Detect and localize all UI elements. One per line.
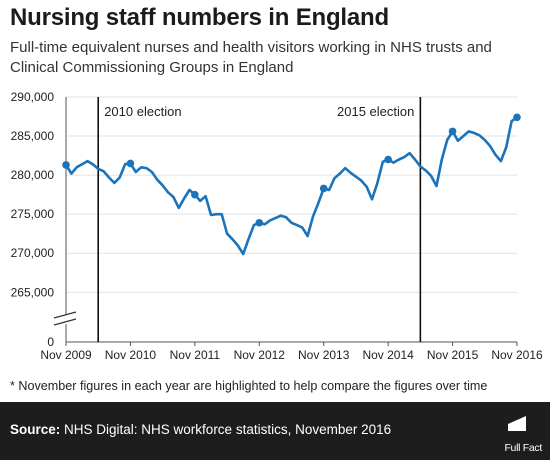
- november-point: [384, 155, 392, 164]
- election-marker-label: 2015 election: [337, 104, 414, 119]
- full-fact-mark-icon: [508, 416, 526, 431]
- november-point: [191, 190, 199, 199]
- footnote: * November figures in each year are high…: [10, 379, 488, 393]
- chart-subtitle: Full-time equivalent nurses and health v…: [10, 39, 492, 76]
- full-fact-logo[interactable]: Full Fact: [494, 414, 542, 454]
- x-tick-label: Nov 2012: [234, 348, 286, 362]
- source-text: NHS Digital: NHS workforce statistics, N…: [64, 422, 392, 437]
- y-tick-label: 280,000: [11, 168, 55, 182]
- x-tick-label: Nov 2016: [491, 348, 543, 362]
- x-tick-label: Nov 2010: [105, 348, 157, 362]
- footer-bar: Source: NHS Digital: NHS workforce stati…: [0, 402, 550, 460]
- y-tick-label: 265,000: [11, 285, 55, 299]
- election-marker-label: 2010 election: [104, 104, 181, 119]
- november-point: [319, 184, 328, 193]
- x-tick-label: Nov 2009: [40, 348, 92, 362]
- axis-break-mark: [53, 318, 77, 326]
- series-line: [64, 115, 519, 256]
- x-tick-label: Nov 2014: [362, 348, 414, 362]
- brand-name: Full Fact: [504, 442, 542, 454]
- november-point: [126, 159, 135, 168]
- x-tick-label: Nov 2013: [298, 348, 350, 362]
- y-tick-label: 275,000: [11, 207, 55, 221]
- x-tick-label: Nov 2015: [427, 348, 479, 362]
- november-point: [448, 127, 457, 136]
- x-tick-label: Nov 2011: [170, 348, 221, 362]
- y-tick-label: 0: [47, 335, 54, 349]
- y-tick-label: 290,000: [11, 90, 55, 104]
- november-point: [255, 218, 264, 227]
- source-line: Source: NHS Digital: NHS workforce stati…: [10, 422, 391, 437]
- source-label: Source:: [10, 422, 61, 437]
- chart-title: Nursing staff numbers in England: [10, 4, 389, 31]
- november-point: [513, 113, 521, 122]
- y-tick-label: 270,000: [11, 246, 55, 260]
- y-tick-label: 285,000: [11, 129, 55, 143]
- line-chart: 0 265,000 270,000 275,000 280,000 285,000 290,…: [11, 90, 543, 362]
- axis-break-mark: [53, 311, 77, 319]
- november-point: [62, 161, 70, 169]
